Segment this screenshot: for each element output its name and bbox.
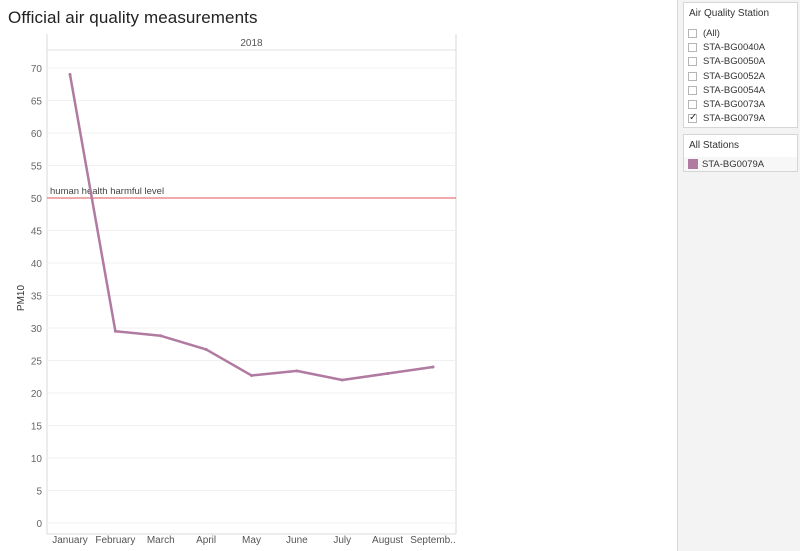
checkbox-checked-icon[interactable] — [688, 112, 697, 124]
filter-item-label: STA-BG0079A — [703, 113, 766, 125]
y-axis-label: PM10 — [16, 285, 27, 312]
data-point[interactable] — [159, 334, 163, 338]
checkbox-icon[interactable] — [688, 100, 697, 110]
checkbox-icon[interactable] — [688, 71, 697, 81]
filter-item[interactable]: STA-BG0073A — [684, 97, 797, 111]
y-tick-label: 55 — [31, 162, 43, 173]
y-tick-label: 25 — [31, 357, 43, 368]
filter-item[interactable]: (All) — [684, 26, 797, 40]
filter-item[interactable]: STA-BG0054A — [684, 83, 797, 97]
data-point[interactable] — [250, 373, 253, 377]
y-tick-label: 30 — [31, 324, 43, 335]
chart-container: 2018 0 5 10 15 20 25 30 35 40 45 50 55 60 65 70 PM10 Janu… — [0, 34, 470, 551]
y-tick-label: 40 — [31, 259, 43, 270]
filter-item[interactable]: STA-BG0052A — [684, 69, 797, 83]
y-tick-label: 35 — [31, 292, 43, 303]
y-tick-label: 60 — [31, 129, 43, 140]
chart-header-band — [47, 34, 456, 50]
filter-item[interactable]: STA-BG0050A — [684, 55, 797, 69]
legend-swatch — [688, 159, 698, 169]
filter-title: Air Quality Station — [689, 8, 770, 19]
series-line[interactable] — [68, 73, 435, 382]
legend-list: STA-BG0079A — [684, 157, 797, 171]
data-point[interactable] — [386, 372, 390, 375]
filter-item-label: STA-BG0040A — [703, 41, 766, 53]
data-point[interactable] — [204, 347, 208, 351]
filter-item-label: STA-BG0050A — [703, 56, 766, 68]
filter-list: (All) STA-BG0040A STA-BG0050A STA-BG0052A ST… — [684, 26, 797, 126]
filter-item[interactable]: STA-BG0040A — [684, 40, 797, 54]
x-tick-label: April — [196, 535, 216, 546]
filter-item-label: STA-BG0054A — [703, 84, 766, 96]
y-tick-label: 15 — [31, 422, 43, 433]
legend-card: All Stations STA-BG0079A — [683, 134, 798, 172]
chart-header-year: 2018 — [240, 38, 263, 49]
checkbox-icon[interactable] — [688, 28, 697, 38]
y-tick-label: 45 — [31, 227, 43, 238]
y-tick-label: 0 — [36, 519, 42, 530]
filter-item[interactable]: STA-BG0079A — [684, 112, 797, 126]
x-tick-label: May — [242, 535, 261, 546]
x-tick-label: Septemb.. — [410, 535, 456, 546]
data-point[interactable] — [113, 329, 117, 333]
x-tick-label: August — [372, 535, 403, 546]
x-tick-label: February — [95, 535, 135, 546]
y-tick-label: 70 — [31, 64, 43, 75]
station-filter-card: Air Quality Station (All) STA-BG0040A STA-… — [683, 2, 798, 128]
data-point[interactable] — [431, 365, 435, 369]
y-tick-label: 50 — [31, 194, 43, 205]
y-tick-label: 5 — [36, 487, 42, 498]
x-tick-label: March — [147, 535, 175, 546]
data-point[interactable] — [68, 73, 72, 76]
x-tick-label: July — [333, 535, 351, 546]
filter-item-label: STA-BG0052A — [703, 70, 766, 82]
checkbox-icon[interactable] — [688, 42, 697, 52]
checkbox-icon[interactable] — [688, 57, 697, 67]
reference-line-label: human health harmful level — [50, 186, 164, 197]
x-tick-label: January — [52, 535, 88, 546]
legend-item-label: STA-BG0079A — [702, 158, 765, 170]
filter-item-label: STA-BG0073A — [703, 99, 766, 111]
data-point[interactable] — [295, 369, 299, 373]
checkbox-icon[interactable] — [688, 85, 697, 95]
y-tick-label: 20 — [31, 389, 43, 400]
x-tick-label: June — [286, 535, 308, 546]
filter-item-label: (All) — [703, 27, 720, 39]
line-chart[interactable]: 2018 0 5 10 15 20 25 30 35 40 45 50 55 60 65 70 PM10 Janu… — [0, 34, 470, 551]
y-tick-label: 10 — [31, 454, 43, 465]
right-panel: Air Quality Station (All) STA-BG0040A STA-… — [677, 0, 800, 551]
legend-item[interactable]: STA-BG0079A — [684, 157, 797, 171]
legend-title: All Stations — [689, 140, 740, 151]
data-point[interactable] — [340, 378, 344, 382]
y-tick-label: 65 — [31, 97, 43, 108]
page-title: Official air quality measurements — [8, 8, 258, 27]
